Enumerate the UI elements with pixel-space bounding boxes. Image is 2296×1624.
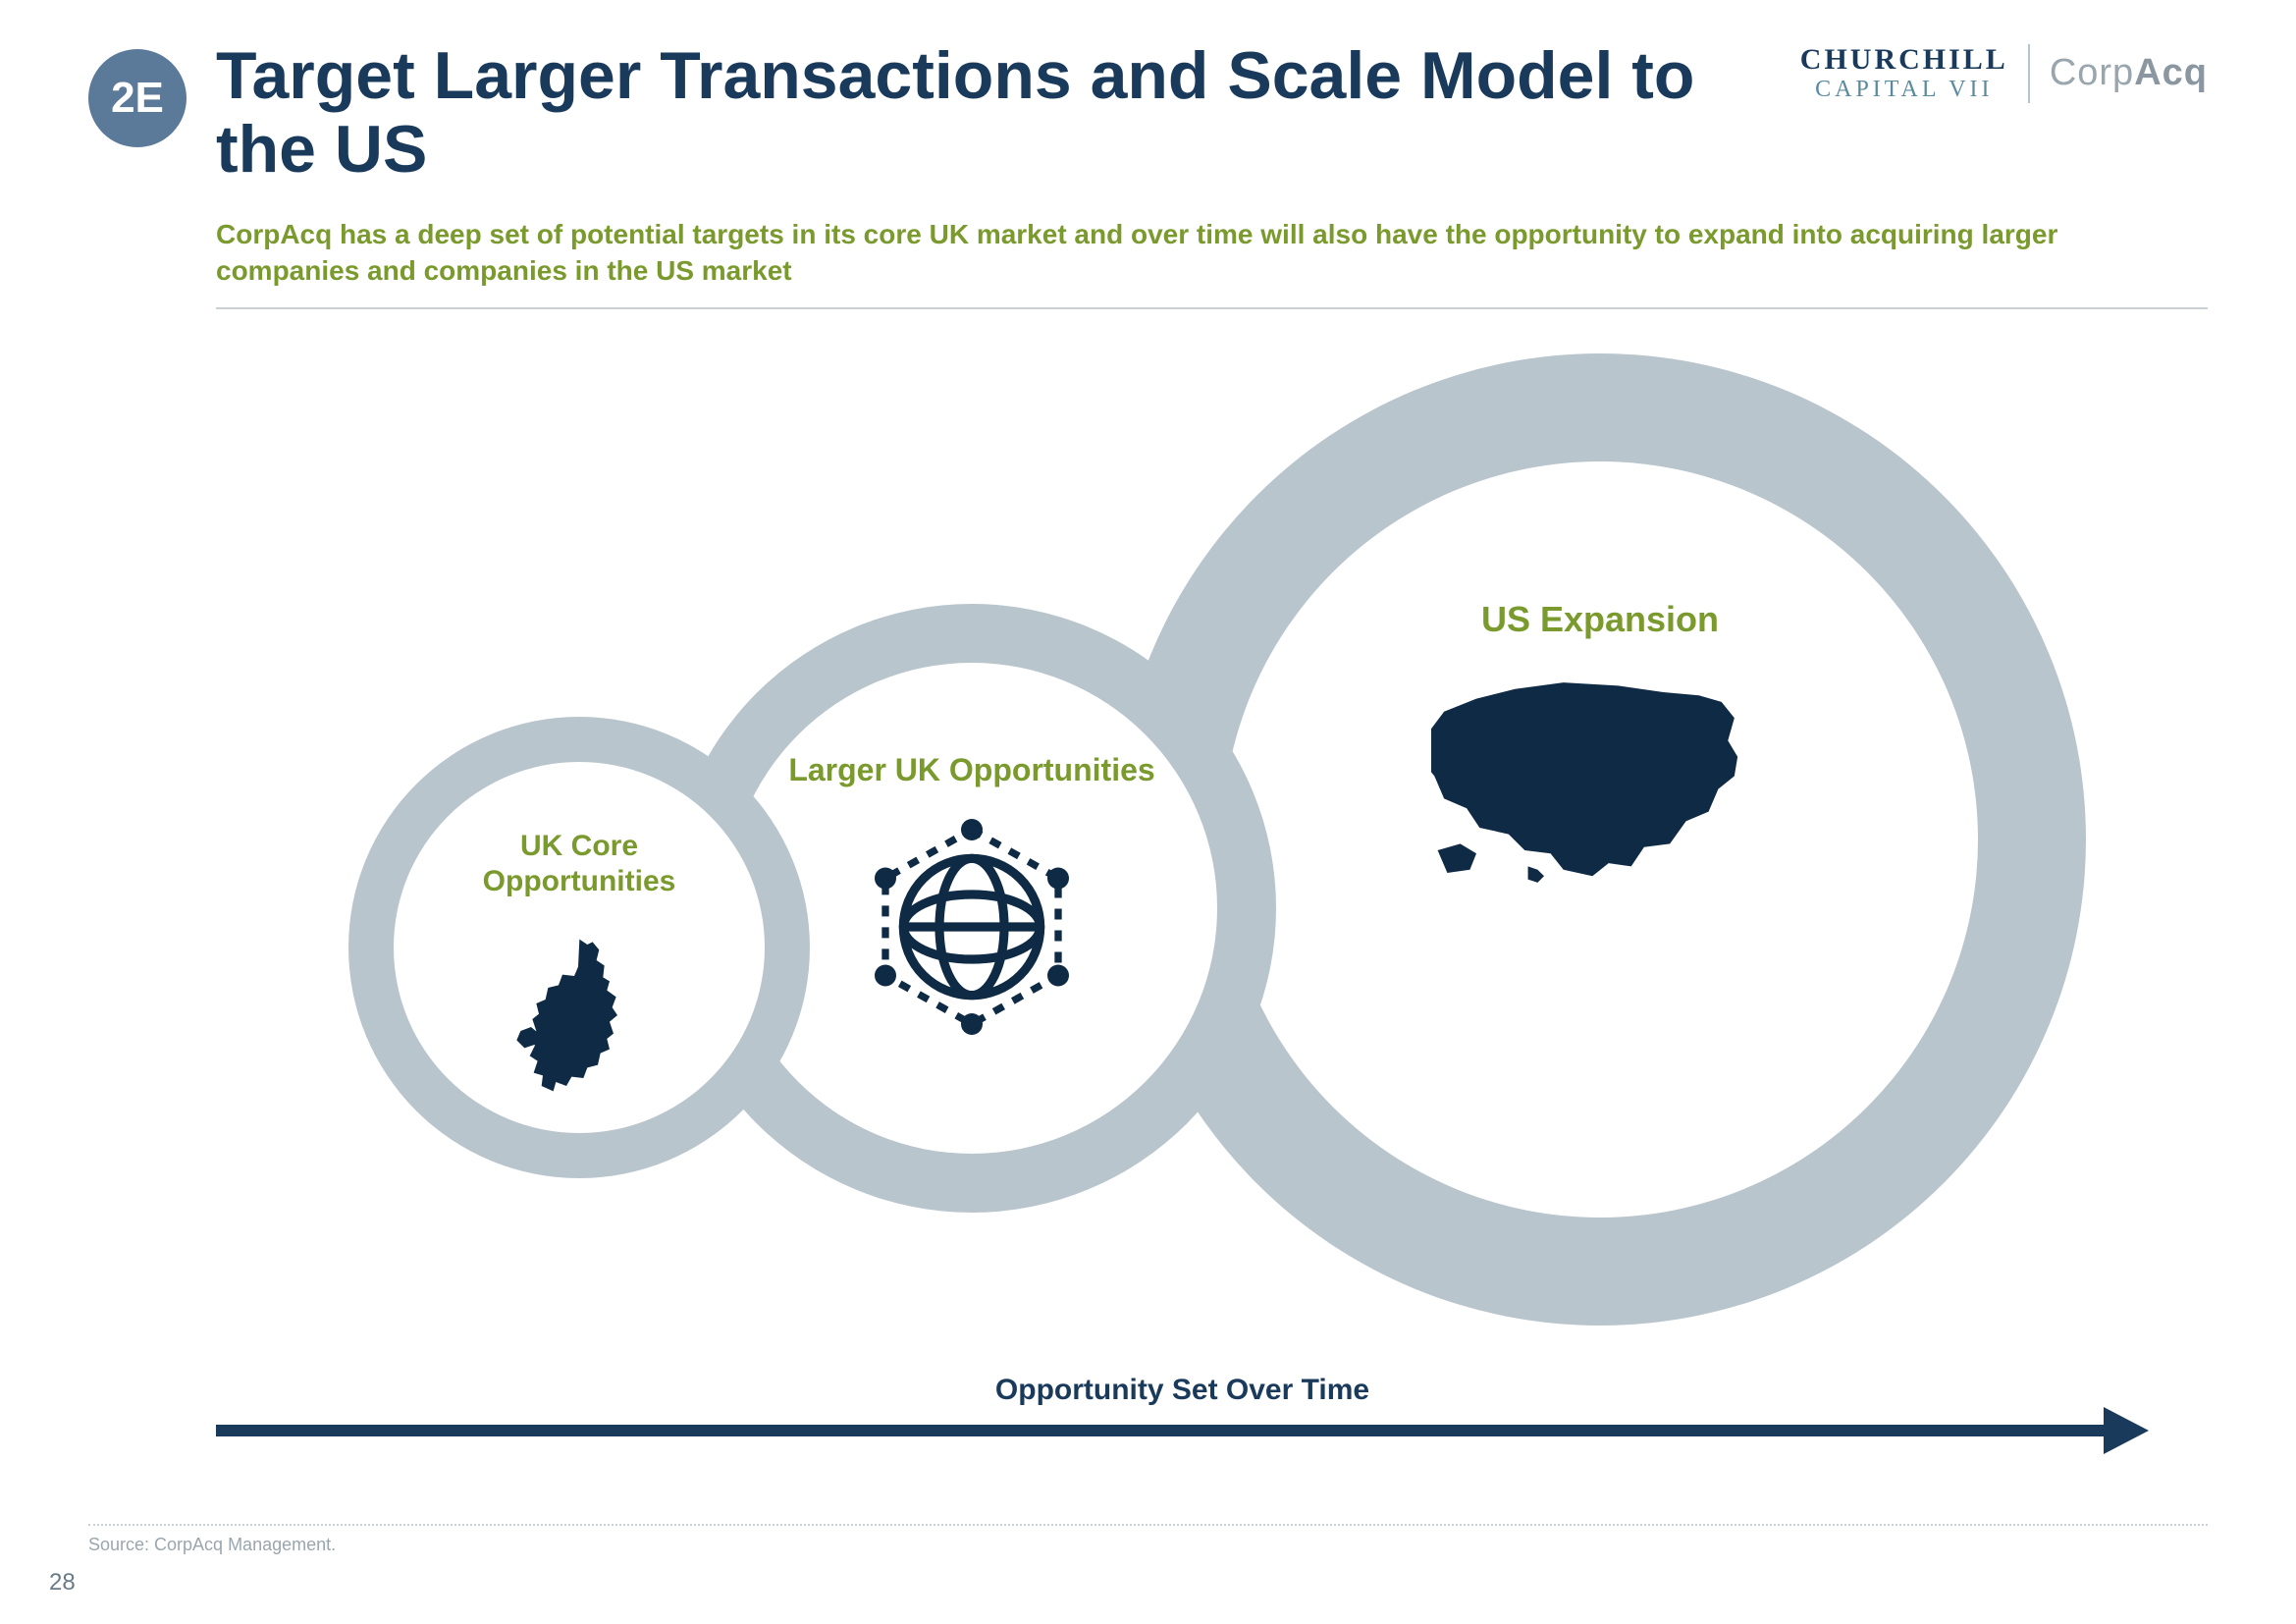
arrow-head-icon	[2104, 1407, 2149, 1454]
opportunity-label-2: US Expansion	[1481, 598, 1719, 640]
corpacq-logo-prefix: Corp	[2050, 52, 2134, 93]
divider-rule	[216, 307, 2208, 309]
opportunity-ring-inner-2: US Expansion	[1222, 461, 1978, 1218]
opportunity-ring-0: UK Core Opportunities	[348, 717, 810, 1178]
footer-dotted-rule	[88, 1524, 2208, 1526]
churchill-logo-line1: CHURCHILL	[1800, 43, 2008, 77]
page-number: 28	[49, 1569, 76, 1597]
globe-network-icon	[864, 819, 1080, 1035]
uk-map-icon	[507, 929, 652, 1125]
page-title: Target Larger Transactions and Scale Mod…	[216, 39, 1771, 187]
logo-divider	[2028, 44, 2030, 103]
timeline-arrow	[216, 1419, 2149, 1438]
logo-group: CHURCHILL CAPITAL VII CorpAcq	[1800, 43, 2208, 103]
title-block: Target Larger Transactions and Scale Mod…	[216, 39, 1771, 187]
subtitle: CorpAcq has a deep set of potential targ…	[88, 216, 2208, 291]
us-map-icon	[1431, 670, 1770, 895]
corpacq-logo-suffix: Acq	[2134, 52, 2208, 93]
churchill-logo-line2: CAPITAL VII	[1800, 77, 2008, 103]
arrow-line	[216, 1425, 2109, 1436]
opportunity-label-0: UK Core Opportunities	[431, 829, 727, 899]
slide: 2E Target Larger Transactions and Scale …	[0, 0, 2296, 1624]
opportunity-label-1: Larger UK Opportunities	[788, 751, 1154, 788]
timeline-arrow-row: Opportunity Set Over Time	[216, 1374, 2149, 1438]
header-row: 2E Target Larger Transactions and Scale …	[88, 39, 2208, 187]
opportunity-ring-inner-0: UK Core Opportunities	[394, 762, 765, 1133]
section-badge: 2E	[88, 49, 187, 147]
churchill-logo: CHURCHILL CAPITAL VII	[1800, 43, 2008, 103]
timeline-arrow-label: Opportunity Set Over Time	[216, 1374, 2149, 1407]
corpacq-logo: CorpAcq	[2050, 52, 2208, 94]
opportunity-diagram: US Expansion Larger UK Opportunities UK Co…	[88, 349, 2208, 1350]
source-note: Source: CorpAcq Management.	[88, 1535, 336, 1555]
